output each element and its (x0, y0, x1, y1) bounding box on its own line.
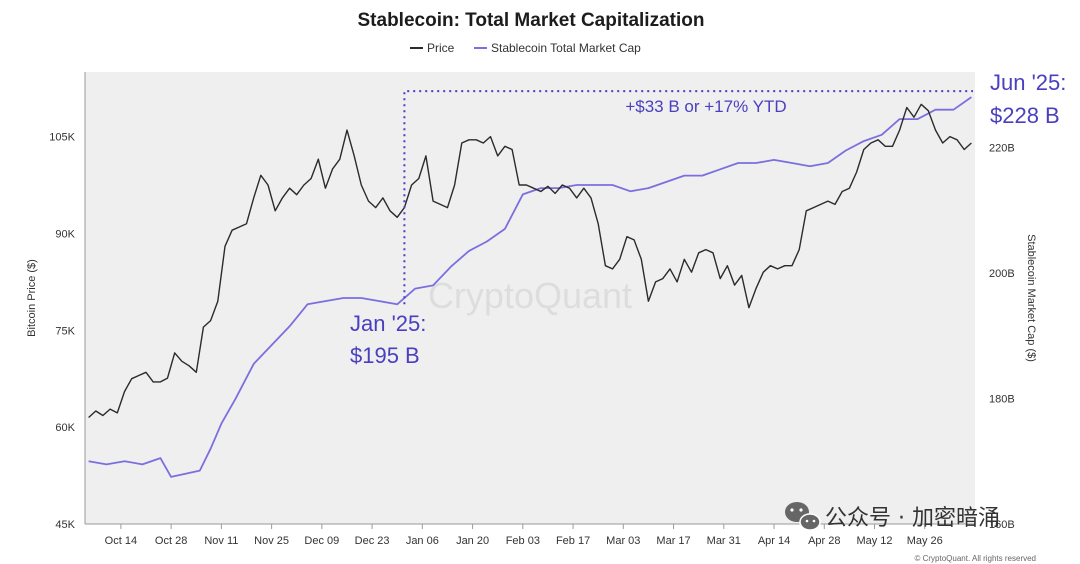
y-left-tick-label: 105K (49, 132, 75, 144)
x-tick-label: Apr 28 (808, 535, 840, 547)
x-tick-label: Feb 03 (506, 535, 540, 547)
chart-title: Stablecoin: Total Market Capitalization (358, 10, 705, 31)
x-tick-label: Nov 25 (254, 535, 289, 547)
series-line-stablecoin-market-cap (88, 96, 972, 478)
x-tick-label: Apr 14 (758, 535, 790, 547)
y-left-tick-label: 75K (55, 325, 75, 337)
x-tick-label: Mar 17 (656, 535, 690, 547)
x-tick-label: May 12 (856, 535, 892, 547)
wechat-badge: 公众号 · 加密暗涌 (785, 502, 1000, 531)
x-tick-label: Feb 17 (556, 535, 590, 547)
legend-label-stablecoin: Stablecoin Total Market Cap (491, 41, 641, 55)
start-label-line2: $195 B (350, 343, 420, 368)
x-tick-label: Jan 06 (406, 535, 439, 547)
wechat-icon (785, 502, 821, 531)
watermark: CryptoQuant (428, 275, 632, 316)
x-axis: Oct 14 Oct 28 Nov 11 Nov 25 Dec 09 Dec 23 Jan … (105, 524, 943, 547)
ytd-change-label: +$33 B or +17% YTD (625, 97, 786, 116)
y-axis-right-title: Stablecoin Market Cap ($) (1025, 234, 1037, 362)
x-tick-label: Oct 28 (155, 535, 187, 547)
x-tick-label: Nov 11 (204, 535, 238, 547)
x-tick-label: May 26 (907, 535, 943, 547)
x-tick-label: Oct 14 (105, 535, 137, 547)
y-right-tick-label: 160B (989, 519, 1015, 531)
legend: Price Stablecoin Total Market Cap (410, 41, 641, 55)
wechat-account-name: 公众号 · 加密暗涌 (825, 506, 1000, 531)
y-left-tick-label: 60K (55, 422, 75, 434)
copyright-credit: © CryptoQuant. All rights reserved (915, 554, 1037, 563)
x-tick-label: Dec 23 (355, 535, 390, 547)
y-right-tick-label: 220B (989, 142, 1015, 154)
x-tick-label: Mar 03 (606, 535, 640, 547)
y-right-tick-label: 200B (989, 268, 1015, 280)
end-label-line1: Jun '25: (990, 70, 1066, 95)
start-label-line1: Jan '25: (350, 311, 426, 336)
x-tick-label: Dec 09 (304, 535, 339, 547)
end-label-line2: $228 B (990, 103, 1060, 128)
y-axis-right: 160B 180B 200B 220B (989, 142, 1015, 531)
y-left-tick-label: 45K (55, 519, 75, 531)
y-left-tick-label: 90K (55, 228, 75, 240)
x-tick-label: Jan 20 (456, 535, 489, 547)
y-right-tick-label: 180B (989, 393, 1015, 405)
y-axis-left: 45K 60K 75K 90K 105K (49, 132, 75, 531)
y-axis-left-title: Bitcoin Price ($) (26, 259, 38, 337)
series-line-price (88, 103, 972, 419)
legend-label-price: Price (427, 41, 455, 55)
x-tick-label: Mar 31 (707, 535, 741, 547)
plot-area (85, 72, 975, 524)
